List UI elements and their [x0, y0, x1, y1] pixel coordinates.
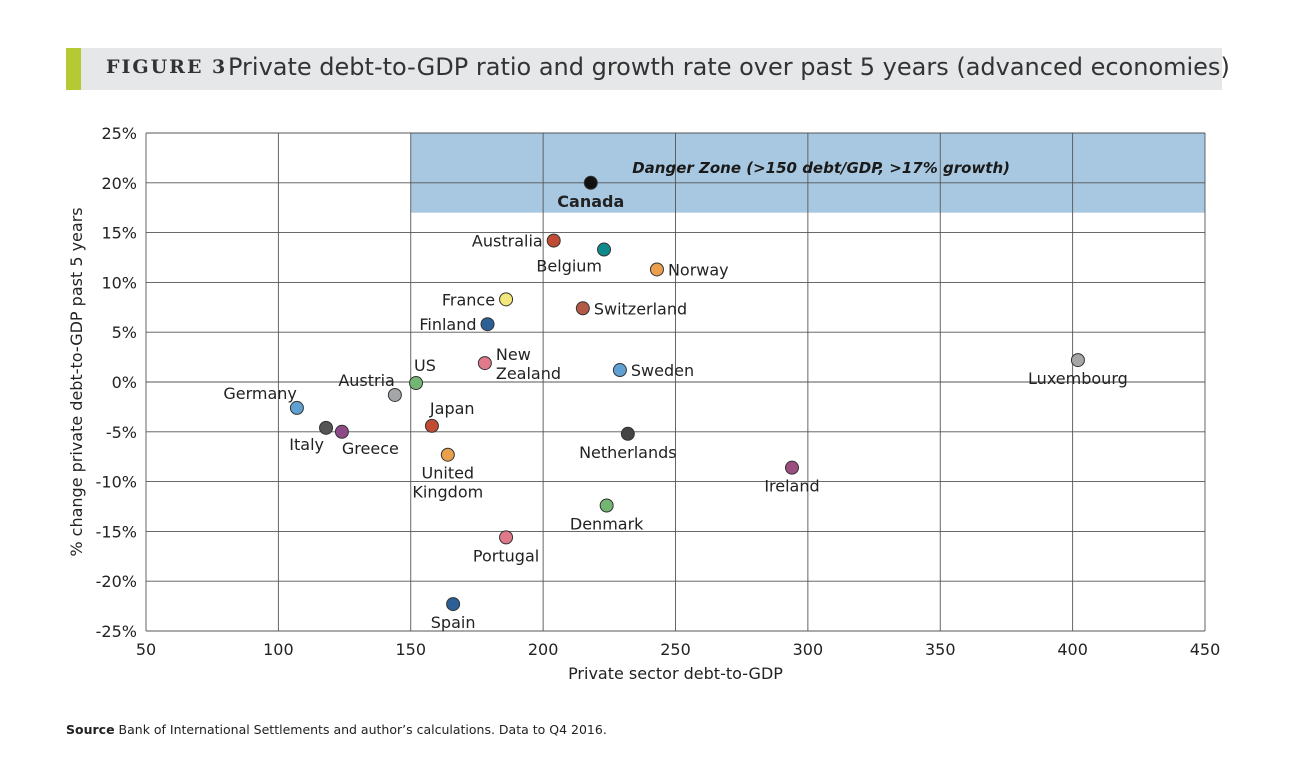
point-label: Italy — [289, 435, 324, 454]
y-tick-label: 25% — [101, 124, 137, 143]
point-label: Ireland — [764, 477, 819, 496]
point-label: Australia — [472, 232, 543, 251]
data-point — [409, 375, 424, 390]
point-label: Finland — [419, 315, 476, 334]
data-point — [319, 420, 334, 435]
point-label: Switzerland — [594, 299, 687, 318]
y-tick-label: 15% — [101, 224, 137, 243]
data-point — [649, 262, 664, 277]
point-label: US — [414, 356, 436, 375]
data-point — [334, 424, 349, 439]
source-note: Source Bank of International Settlements… — [66, 722, 607, 737]
source-label: Source — [66, 722, 115, 737]
y-axis-label: % change private debt-to-GDP past 5 year… — [67, 207, 86, 556]
data-point — [583, 175, 598, 190]
x-tick-label: 300 — [793, 640, 824, 659]
data-point — [620, 426, 635, 441]
y-tick-label: -25% — [96, 622, 137, 641]
point-label: New Zealand — [496, 345, 561, 383]
point-label: Germany — [223, 384, 297, 403]
y-tick-label: 10% — [101, 273, 137, 292]
data-point — [499, 530, 514, 545]
data-point — [546, 233, 561, 248]
x-tick-label: 150 — [395, 640, 426, 659]
y-tick-label: -5% — [106, 423, 137, 442]
point-label: Denmark — [570, 515, 644, 534]
data-point — [1070, 353, 1085, 368]
data-point — [440, 447, 455, 462]
y-tick-label: 20% — [101, 174, 137, 193]
x-tick-label: 400 — [1057, 640, 1088, 659]
data-point — [446, 597, 461, 612]
point-label: Austria — [338, 371, 395, 390]
data-point — [289, 400, 304, 415]
point-label: Netherlands — [579, 443, 677, 462]
figure-label: FIGURE 3 — [106, 56, 228, 78]
data-point — [612, 363, 627, 378]
y-tick-label: -20% — [96, 572, 137, 591]
y-tick-label: -15% — [96, 522, 137, 541]
y-tick-label: -10% — [96, 473, 137, 492]
point-label: Norway — [668, 260, 729, 279]
data-point — [480, 317, 495, 332]
point-label: Portugal — [473, 546, 539, 565]
x-tick-label: 450 — [1190, 640, 1221, 659]
data-point — [575, 301, 590, 316]
x-tick-label: 350 — [925, 640, 956, 659]
point-label: Sweden — [631, 361, 694, 380]
point-label: Canada — [557, 192, 624, 211]
data-point — [784, 460, 799, 475]
y-tick-label: 0% — [112, 373, 137, 392]
point-label: Japan — [429, 399, 475, 418]
point-label: Spain — [431, 613, 476, 632]
x-tick-label: 50 — [136, 640, 156, 659]
title-bar: FIGURE 3 Private debt-to-GDP ratio and g… — [66, 48, 1230, 90]
x-tick-label: 200 — [528, 640, 559, 659]
danger-zone-label: Danger Zone (>150 debt/GDP, >17% growth) — [632, 159, 1010, 177]
source-text: Bank of International Settlements and au… — [118, 722, 607, 737]
x-axis-label: Private sector debt-to-GDP — [568, 664, 783, 683]
title-accent-bar — [66, 48, 81, 90]
point-label: Greece — [342, 439, 399, 458]
figure-title: Private debt-to-GDP ratio and growth rat… — [228, 53, 1230, 81]
data-point — [477, 356, 492, 371]
point-label: France — [442, 290, 495, 309]
data-point — [499, 292, 514, 307]
data-point — [597, 242, 612, 257]
point-label: United Kingdom — [412, 464, 483, 502]
x-tick-label: 250 — [660, 640, 691, 659]
data-point — [424, 418, 439, 433]
data-point — [599, 498, 614, 513]
y-tick-label: 5% — [112, 323, 137, 342]
point-label: Luxembourg — [1028, 369, 1128, 388]
point-label: Belgium — [536, 257, 602, 276]
x-tick-label: 100 — [263, 640, 294, 659]
data-point — [387, 387, 402, 402]
